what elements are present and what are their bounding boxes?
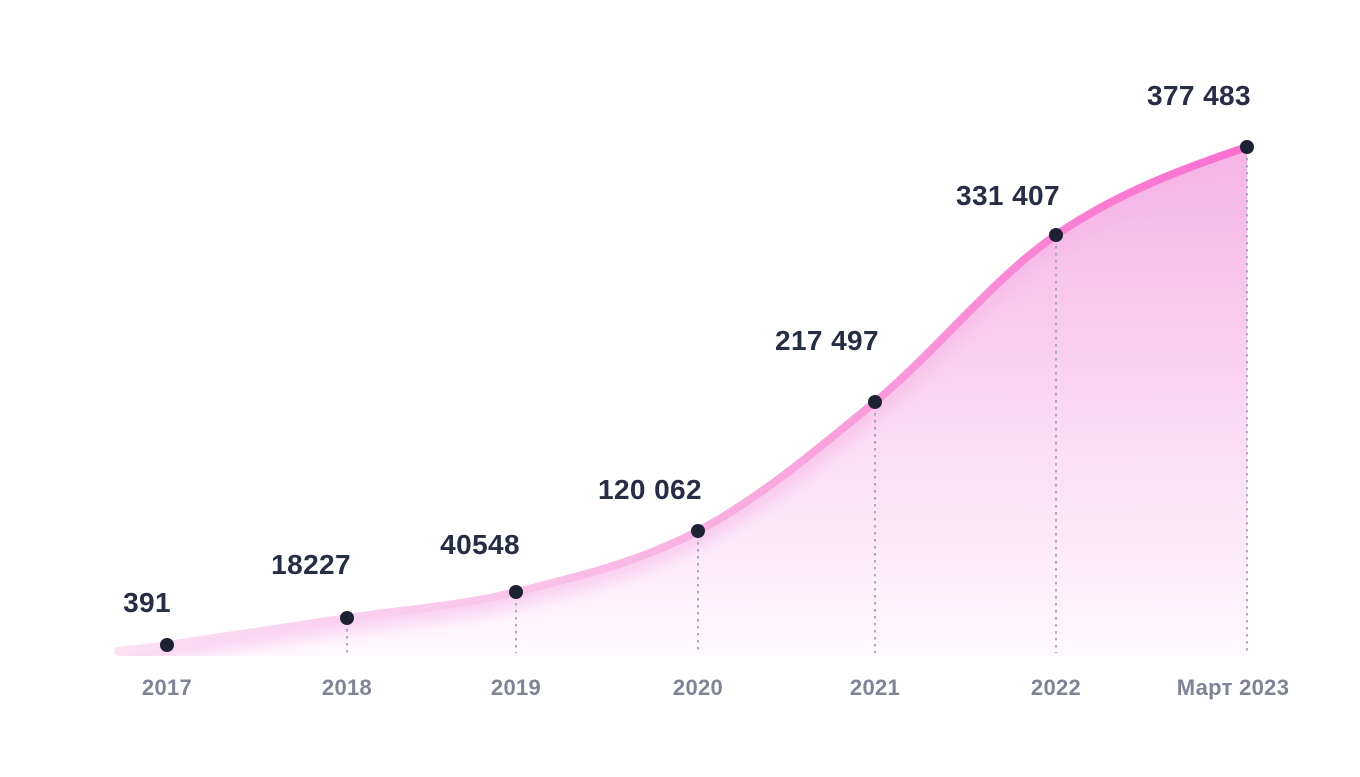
point-value-label: 391	[123, 587, 171, 618]
data-point	[691, 524, 705, 538]
x-axis-label: 2020	[672, 675, 724, 700]
data-points	[160, 140, 1254, 652]
x-axis-label: 2021	[849, 675, 901, 700]
x-axis-label: 2019	[490, 675, 542, 700]
x-axis-label: 2018	[321, 675, 373, 700]
x-axis-label: 2022	[1030, 675, 1082, 700]
data-point	[160, 638, 174, 652]
point-value-label: 120 062	[597, 474, 702, 505]
point-value-label: 377 483	[1146, 80, 1251, 111]
x-axis-label: Март 2023	[1176, 675, 1290, 700]
data-point	[340, 611, 354, 625]
point-value-label: 40548	[440, 529, 520, 560]
data-point	[868, 395, 882, 409]
point-value-label: 331 407	[955, 180, 1060, 211]
data-point	[1240, 140, 1254, 154]
x-axis-label: 2017	[141, 675, 193, 700]
point-value-label: 217 497	[774, 325, 879, 356]
leader-lines	[346, 158, 1248, 653]
data-point	[509, 585, 523, 599]
area-fill	[118, 147, 1247, 656]
point-value-label: 18227	[271, 549, 351, 580]
data-point	[1049, 228, 1063, 242]
